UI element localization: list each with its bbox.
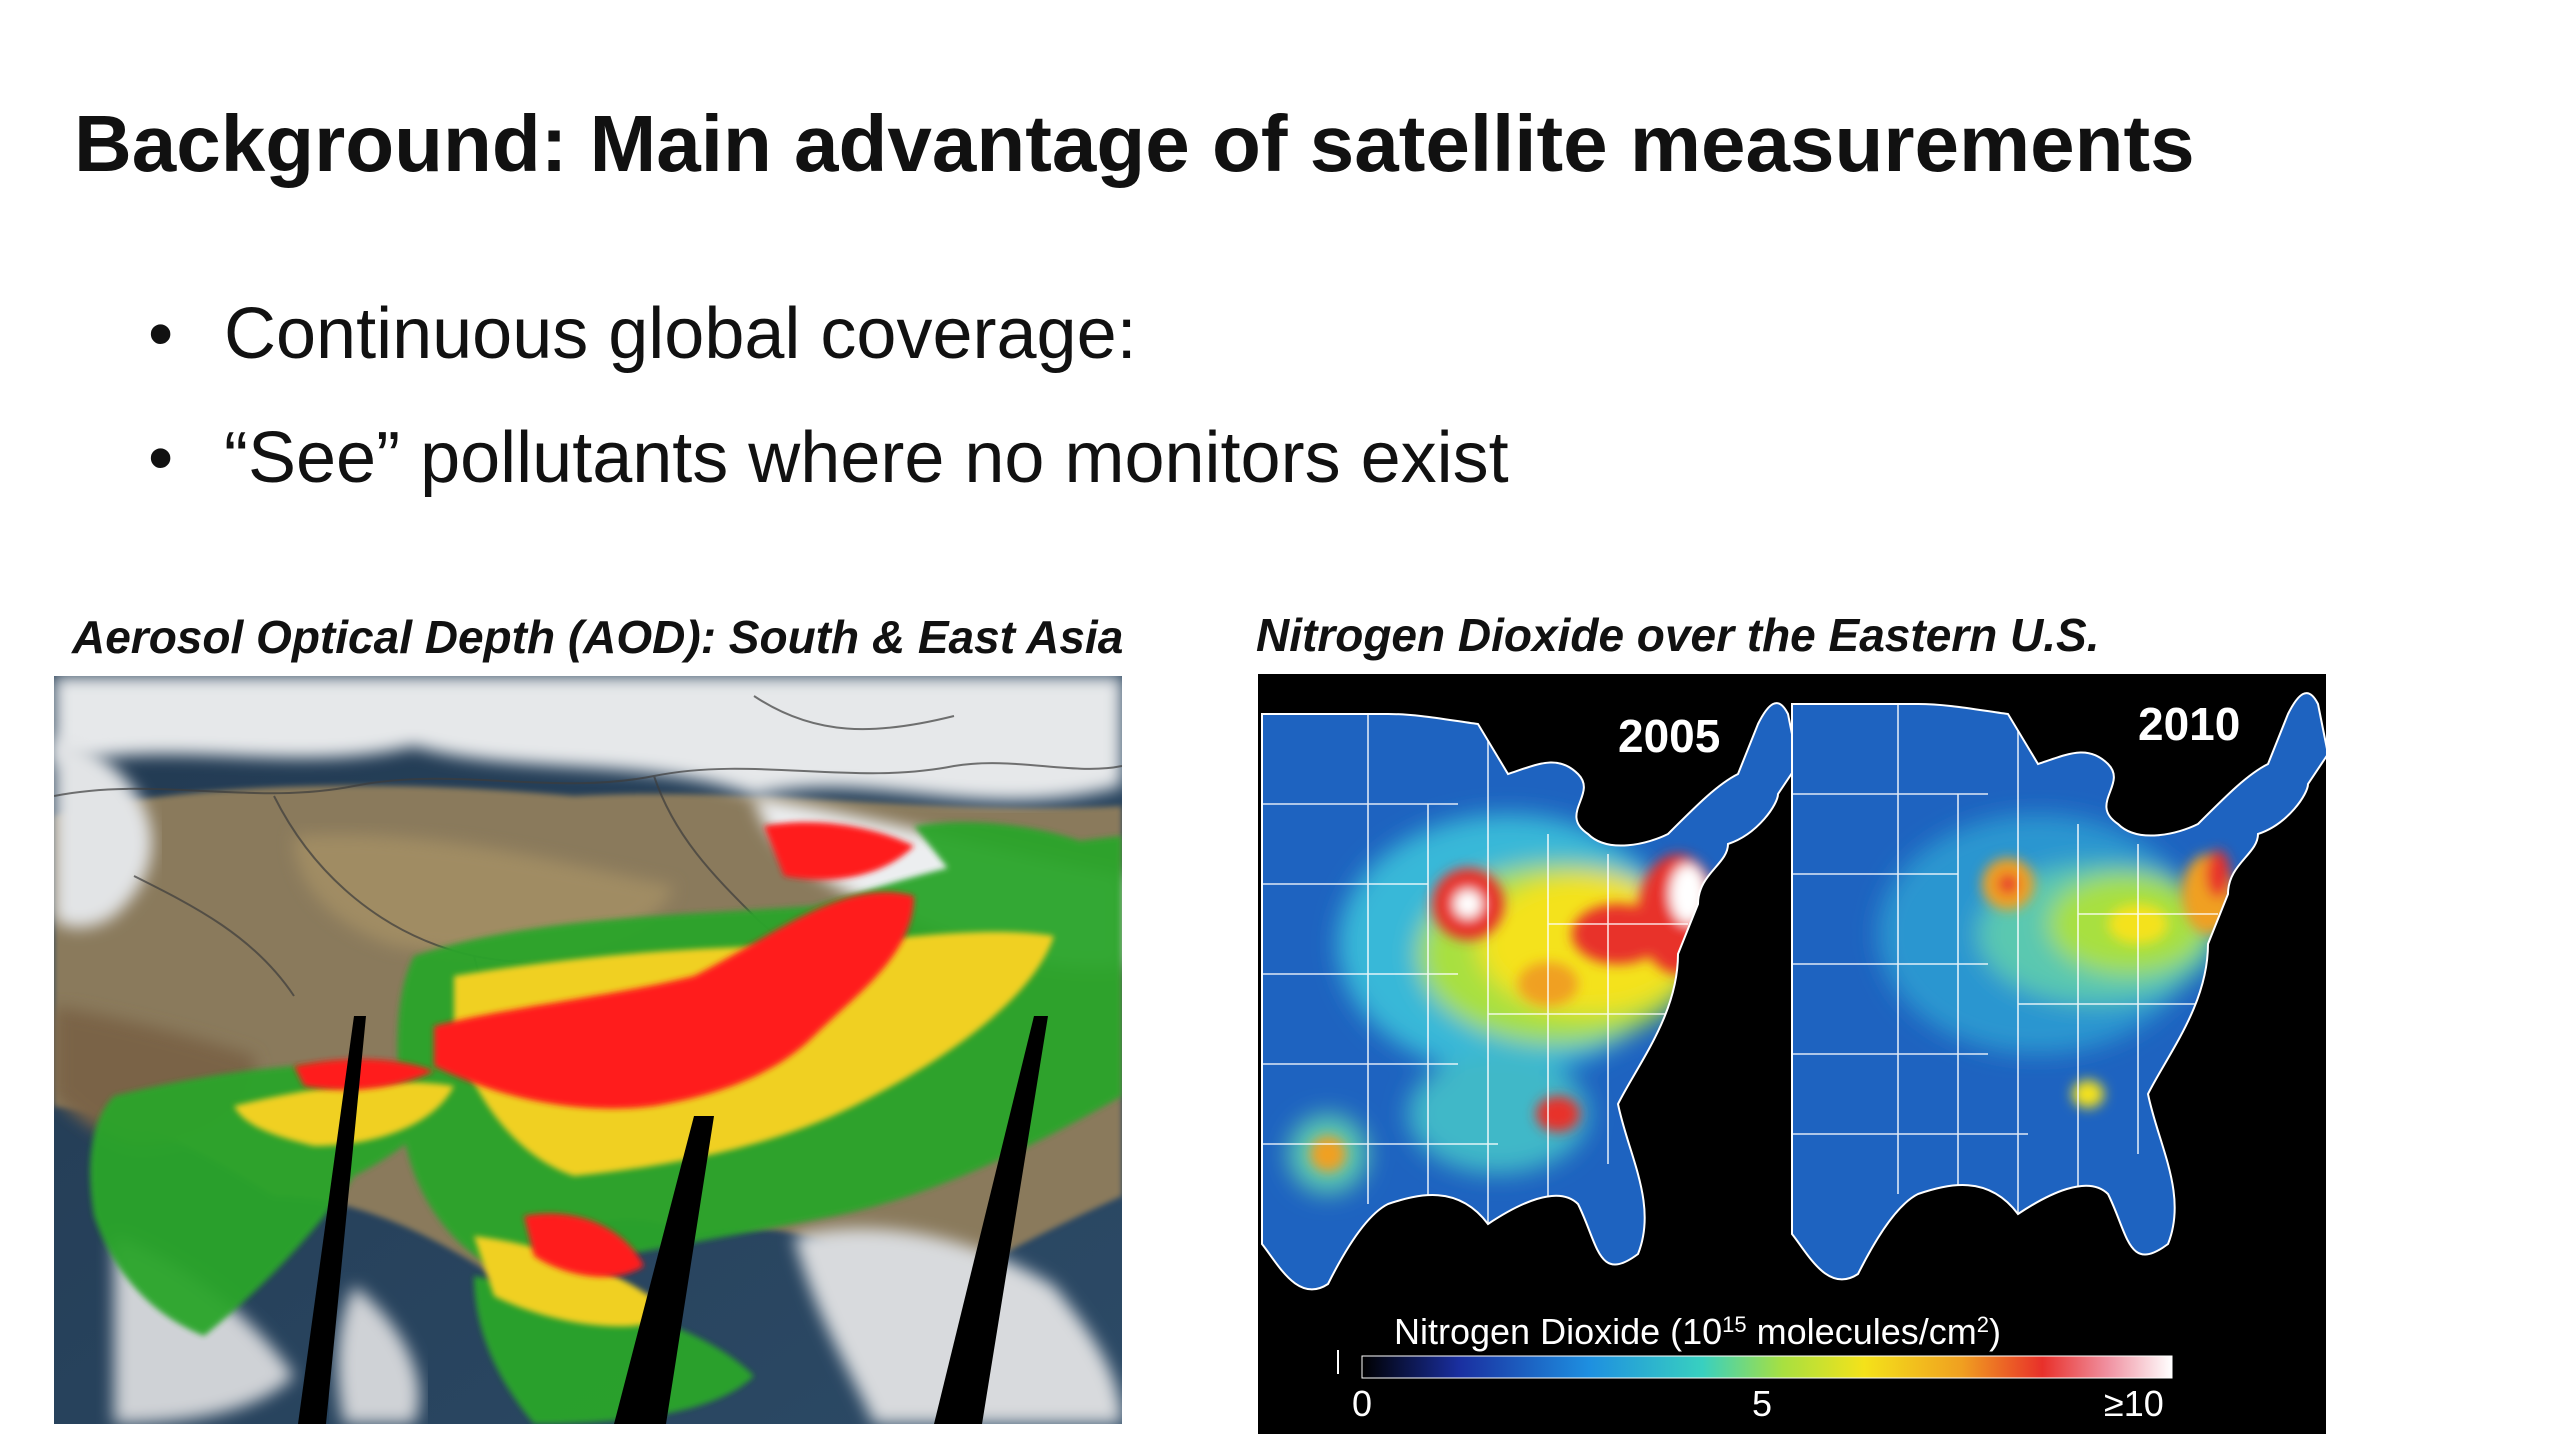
bullet-list: • Continuous global coverage: • “See” poll…	[148, 298, 1509, 546]
no2-map-2010	[1791, 692, 2326, 1281]
bullet-dot: •	[148, 418, 174, 498]
bullet-text: Continuous global coverage:	[224, 294, 1137, 374]
no2-caption: Nitrogen Dioxide over the Eastern U.S.	[1256, 609, 2100, 661]
no2-map-figure: 2005 2010 Nitrogen Dioxide (1015 molecul…	[1258, 674, 2326, 1434]
aod-caption: Aerosol Optical Depth (AOD): South & Eas…	[72, 611, 1124, 663]
bullet-dot: •	[148, 294, 174, 374]
colorbar-gradient	[1361, 1355, 2173, 1379]
bullet-item: • “See” pollutants where no monitors exis…	[148, 422, 1509, 494]
aod-satellite-image	[54, 676, 1122, 1424]
year-label-2010: 2010	[2138, 698, 2240, 750]
colorbar-tick-max: ≥10	[2104, 1383, 2164, 1424]
colorbar-tick-mid: 5	[1752, 1383, 1772, 1424]
colorbar-tick-min: 0	[1352, 1383, 1372, 1424]
year-label-2005: 2005	[1618, 710, 1720, 762]
bullet-item: • Continuous global coverage:	[148, 298, 1509, 370]
colorbar-label: Nitrogen Dioxide (1015 molecules/cm2)	[1394, 1311, 2001, 1352]
no2-map-2005	[1261, 702, 1799, 1291]
bullet-text: “See” pollutants where no monitors exist	[224, 418, 1509, 498]
slide-title: Background: Main advantage of satellite …	[74, 99, 2195, 188]
colorbar: Nitrogen Dioxide (1015 molecules/cm2) 0 …	[1337, 1311, 2173, 1424]
